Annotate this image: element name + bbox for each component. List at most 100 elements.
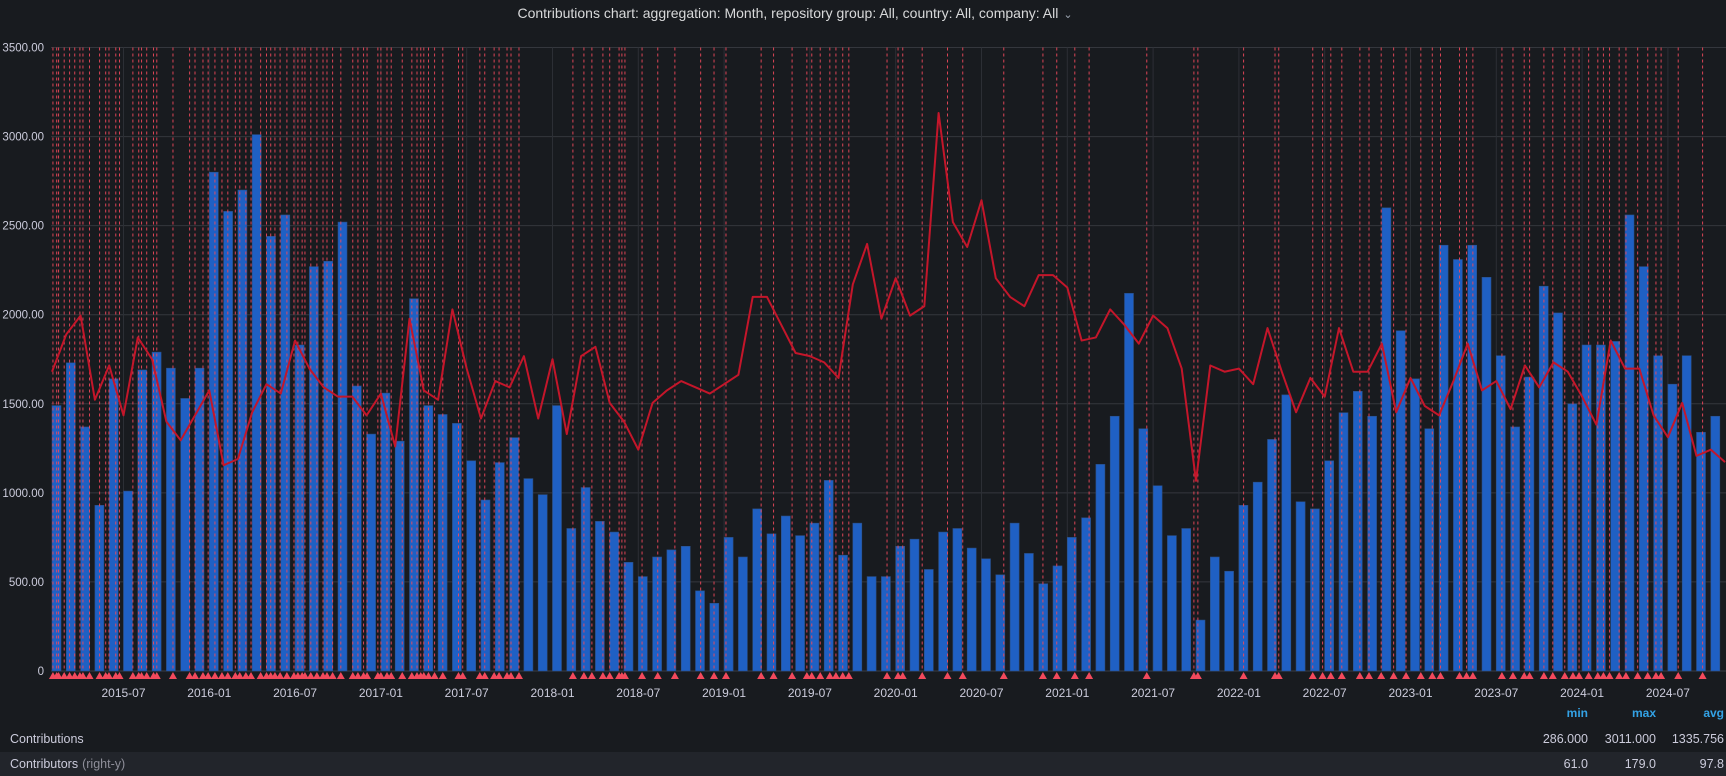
annotation-marker-icon [816,672,825,679]
contributions-bar [623,562,634,672]
annotation-marker-icon [217,672,226,679]
annotation-marker-icon [958,672,967,679]
annotation-marker-icon [757,672,766,679]
contributions-bar [209,171,219,672]
contributions-bar [1710,415,1721,672]
contributions-bar [423,405,434,672]
panel-title-menu[interactable]: Contributions chart: aggregation: Month,… [0,5,1590,21]
contributors-line-path [51,111,1726,482]
annotation-marker-icon [838,672,847,679]
annotation-marker-icon [1575,672,1584,679]
annotation-marker-icon [185,672,194,679]
contributions-bar [366,433,376,672]
contributions-bar [1181,528,1191,672]
legend-series-name[interactable]: Contributions [10,732,84,746]
contributions-bar [1067,537,1077,672]
annotation-marker-icon [1657,672,1666,679]
annotation-marker-icon [424,672,433,679]
contributions-bar [795,535,805,672]
annotation-marker-icon [398,672,407,679]
legend-min: 286.000 [1542,732,1588,746]
contributions-bar [1367,415,1377,672]
annotation-marker-icon [1377,672,1386,679]
contributions-bar [1281,394,1292,672]
annotation-marker-icon [1337,672,1346,679]
annotation-marker-icon [1584,672,1593,679]
contributions-bar [909,538,920,672]
contributions-bar [566,528,577,672]
annotation-marker-icon [1615,672,1624,679]
contributions-bar [923,569,934,672]
annotation-marker-icon [1416,672,1425,679]
annotation-marker-icon [1355,672,1364,679]
annotation-marker-icon [1085,672,1094,679]
annotation-marker-icon [721,672,730,679]
annotation-marker-icon [137,672,146,679]
x-tick-label: 2023-07 [1474,686,1518,700]
contributions-bar [1538,285,1549,672]
annotation-marker-icon [710,672,719,679]
annotation-marker-icon [918,672,927,679]
contributions-bar [1353,391,1363,672]
contributions-bar [1267,439,1277,672]
contributions-bar [938,531,948,672]
contributions-bar [123,490,133,672]
annotation-marker-icon [883,672,892,679]
annotation-marker-icon [1560,672,1569,679]
contributions-bar [966,547,977,672]
contributions-bar [1210,556,1220,672]
contributions-bar [1252,481,1263,672]
legend-row-contributors[interactable]: Contributors (right-y) 61.0 179.0 97.8 [0,752,1726,776]
annotation-marker-icon [363,672,372,679]
annotation-marker-icon [407,672,416,679]
y-tick-label: 3000.00 [2,132,44,144]
contributions-bar [452,423,462,672]
contributions-bar [1310,508,1320,672]
annotation-marker-icon [1274,672,1283,679]
annotation-marker-icon [598,672,607,679]
contributions-bar [494,462,505,672]
legend-series-name[interactable]: Contributors (right-y) [10,757,125,771]
annotation-marker-icon [65,672,74,679]
contributions-bar [1624,214,1635,672]
contributions-bar [66,362,76,672]
legend-row-contributions[interactable]: Contributions 286.000 3011.000 1335.756 [0,727,1726,751]
contributions-bar [1295,501,1306,672]
contributions-bar [1338,412,1349,672]
contributions-bar [1510,426,1520,672]
annotation-marker-icon [1455,672,1464,679]
annotation-marker-icon [653,672,662,679]
annotation-marker-icon [300,672,309,679]
annotation-marker-icon [999,672,1008,679]
legend-avg: 97.8 [1699,757,1724,771]
chevron-down-icon[interactable]: ⌄ [1063,9,1073,21]
x-tick-label: 2018-07 [616,686,660,700]
contributions-bar [1052,565,1063,672]
annotation-marker-icon [670,672,679,679]
annotation-marker-icon [276,672,285,679]
annotation-marker-icon [115,672,124,679]
contributions-bar [409,298,419,672]
annotation-marker-icon [282,672,291,679]
contributions-bar [595,521,605,672]
contributions-bar [237,189,248,672]
legend-header-avg[interactable]: avg [1703,706,1724,720]
contributions-bar [652,556,662,672]
annotation-marker-icon [1599,672,1608,679]
contributions-bar [337,221,348,672]
annotation-marker-icon [204,672,213,679]
legend-header-max[interactable]: max [1631,706,1656,720]
contributions-bar [523,478,534,672]
annotation-marker-icon [1651,672,1660,679]
x-tick-label: 2017-01 [359,686,403,700]
annotation-markers [48,672,1707,679]
annotation-marker-icon [353,672,362,679]
annotation-marker-icon [495,672,504,679]
x-tick-label: 2020-01 [874,686,918,700]
contributions-chart[interactable]: 0 500.00 1000.00 1500.00 2000.00 2500.00 3000.… [0,0,1726,700]
contributions-bar [1324,460,1334,672]
x-tick-label: 2024-07 [1646,686,1690,700]
x-tick-label: 2018-01 [530,686,574,700]
x-tick-label: 2022-07 [1303,686,1347,700]
legend-header-min[interactable]: min [1566,706,1588,720]
